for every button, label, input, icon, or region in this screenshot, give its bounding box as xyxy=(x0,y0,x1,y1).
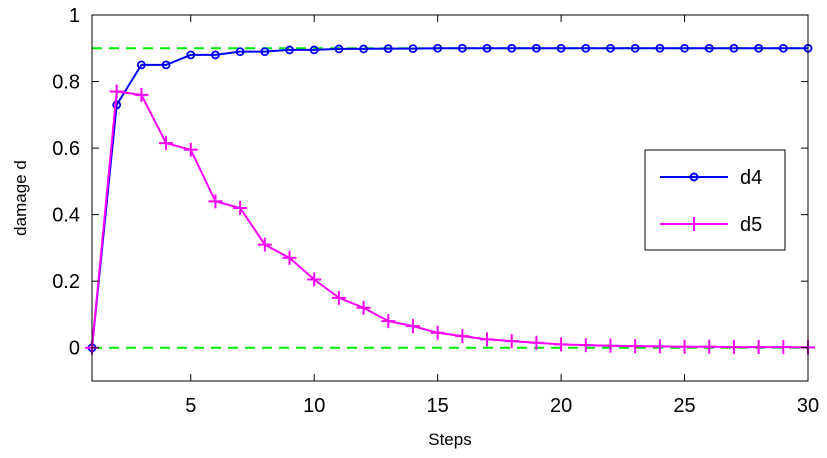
point-d4-25 xyxy=(680,43,689,53)
point-d5-16 xyxy=(455,329,470,344)
point-d5-19 xyxy=(529,335,544,350)
point-d5-12 xyxy=(356,300,371,315)
point-d5-24 xyxy=(652,339,667,354)
point-d5-13 xyxy=(381,314,396,329)
series-layer xyxy=(85,43,815,355)
point-d4-22 xyxy=(606,43,615,53)
y-tick-label: 0.8 xyxy=(52,72,80,94)
point-d4-24 xyxy=(655,43,665,53)
plot-border xyxy=(91,14,809,382)
point-d4-3 xyxy=(136,60,146,70)
x-tick-label: 5 xyxy=(185,395,196,417)
point-d4-11 xyxy=(334,44,344,54)
point-d5-3 xyxy=(134,87,149,102)
y-axis-title: damage d xyxy=(11,160,30,236)
point-d5-10 xyxy=(307,272,322,287)
series-d4 xyxy=(87,43,813,353)
legend-box xyxy=(644,149,786,251)
x-tick-label: 20 xyxy=(550,395,572,417)
point-d4-8 xyxy=(260,47,270,56)
point-d4-6 xyxy=(211,50,220,60)
series-d5 xyxy=(85,84,815,355)
point-d5-4 xyxy=(159,136,174,151)
point-d4-9 xyxy=(285,45,294,55)
point-d5-18 xyxy=(504,334,519,349)
ticks-layer: 5 10 15 20 25 30 0 0.2 0.4 0.6 0.8 1 xyxy=(52,5,819,417)
point-d5-9 xyxy=(282,250,297,265)
point-d5-7 xyxy=(233,200,248,215)
point-d4-15 xyxy=(433,43,443,53)
x-tick-label: 30 xyxy=(797,395,819,417)
point-d4-13 xyxy=(383,44,393,54)
point-d4-17 xyxy=(482,43,492,53)
point-d4-19 xyxy=(532,43,541,53)
y-tick-label: 1 xyxy=(69,5,80,27)
point-d4-26 xyxy=(704,43,714,53)
point-d4-5 xyxy=(186,50,196,60)
point-d5-25 xyxy=(677,339,692,354)
x-tick-label: 15 xyxy=(427,395,449,417)
point-d5-15 xyxy=(430,325,445,340)
point-d5-8 xyxy=(257,237,272,252)
point-d4-7 xyxy=(235,47,245,56)
point-d4-14 xyxy=(408,44,418,54)
legend-label-d5: d5 xyxy=(740,214,762,236)
point-d4-29 xyxy=(778,43,788,53)
legend-label-d4: d4 xyxy=(740,167,762,189)
point-d5-2 xyxy=(109,84,124,99)
point-d5-6 xyxy=(208,194,223,209)
x-axis-title: Steps xyxy=(428,430,471,449)
y-tick-label: 0.4 xyxy=(52,205,80,227)
point-d5-29 xyxy=(776,340,791,355)
point-d4-18 xyxy=(507,43,517,53)
point-d4-28 xyxy=(754,43,764,53)
legend-marker-d5 xyxy=(687,217,701,231)
point-d4-27 xyxy=(729,43,739,53)
y-tick-label: 0.2 xyxy=(52,271,80,293)
point-d5-27 xyxy=(726,340,741,355)
x-tick-label: 25 xyxy=(673,395,695,417)
point-d5-22 xyxy=(603,338,618,353)
point-d4-23 xyxy=(630,43,640,53)
point-d4-20 xyxy=(556,43,566,53)
legend: d4 d5 xyxy=(644,149,786,251)
point-d4-12 xyxy=(359,44,368,54)
y-tick-label: 0 xyxy=(69,338,80,360)
legend-marker-d4 xyxy=(689,172,699,182)
point-d5-26 xyxy=(702,339,717,354)
point-d5-20 xyxy=(554,337,569,352)
point-d5-17 xyxy=(480,332,495,347)
point-d4-21 xyxy=(581,43,591,53)
point-d5-21 xyxy=(578,338,593,353)
point-d5-23 xyxy=(628,339,643,354)
point-d5-11 xyxy=(331,290,346,305)
y-tick-label: 0.6 xyxy=(52,138,80,160)
point-d5-14 xyxy=(405,319,420,334)
point-d4-4 xyxy=(161,60,171,70)
point-d4-16 xyxy=(457,43,467,53)
point-d5-5 xyxy=(183,142,198,157)
x-tick-label: 10 xyxy=(303,395,325,417)
point-d5-28 xyxy=(751,340,766,355)
point-d4-10 xyxy=(309,45,319,55)
